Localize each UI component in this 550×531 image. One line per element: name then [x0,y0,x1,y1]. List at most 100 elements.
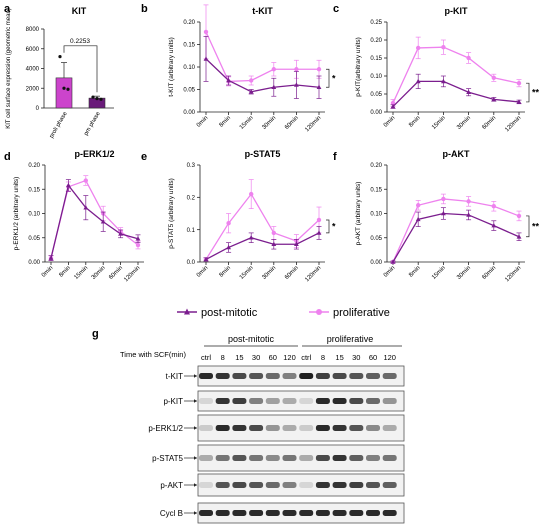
blot-band [199,455,213,461]
data-point [466,199,471,204]
data-point [83,178,89,183]
blot-row: p-ERK1/2 [148,414,405,442]
y-tick-label: 0.00 [183,110,195,116]
y-tick-label: 0.00 [370,110,382,116]
data-point [491,204,496,209]
data-point [135,236,141,241]
lane-label: 8 [221,353,225,362]
blot-band [382,373,397,379]
y-tick-label: 8000 [26,27,40,33]
x-tick-label: 120min [504,115,522,133]
chart-title: p-STAT5 [245,149,281,159]
significance-label: * [332,73,336,83]
lane-label: 60 [269,353,277,362]
data-point [316,84,322,90]
data-point [441,210,446,216]
blot-row: p-STAT5 [152,444,405,472]
series-line [205,232,320,260]
data-point [226,77,231,83]
p-value-label: 0.2253 [70,38,90,45]
data-point [416,203,421,208]
series-line [392,46,520,104]
blot-band [265,482,280,488]
data-point [415,216,421,222]
significance-bracket [326,219,330,234]
blot-band [265,510,280,516]
data-point [441,45,446,50]
blot-band [299,425,314,431]
data-point [203,56,209,61]
series-line [205,31,319,83]
x-tick-label: 60min [108,265,124,281]
data-point [416,45,421,51]
group-label-proliferative: proliferative [327,334,374,344]
blot-arrowhead [194,374,197,378]
data-point [271,230,276,236]
legend-marker-post-mitotic [184,308,190,315]
data-point [118,231,123,236]
blot-band [315,425,330,431]
blot-band [382,425,397,431]
blot-arrowhead [194,511,197,515]
data-point [248,89,254,94]
data-point [415,78,421,84]
lane-label: 30 [352,353,360,362]
x-tick-label: 15min [431,265,447,281]
panel-letter: d [4,151,11,163]
legend: post-mitotic proliferative [177,307,390,319]
data-point [390,259,396,264]
x-tick-label: 8min [408,265,421,278]
x-tick-label: 60min [284,115,300,131]
x-tick-label: 60min [481,115,497,131]
data-point [516,213,522,219]
y-tick-label: 0.20 [370,38,382,44]
panel-e: e p-STAT5 0.0 0.1 0.2 0.3 p-STAT5 (arbitrary u… [141,149,336,283]
blot-band [299,510,314,516]
data-point [491,75,496,81]
y-tick-label: 0.1 [187,228,196,234]
group-label-post-mitotic: post-mitotic [228,334,275,344]
blot-band [366,398,380,404]
blot-band [215,510,230,516]
blot-band [249,398,264,404]
y-tick-label: 0.05 [183,88,195,94]
blot-band [382,455,397,461]
blot-band [382,482,397,488]
chart-title: p-AKT [443,149,470,159]
series-line [205,58,320,93]
lane-label: 120 [283,353,296,362]
x-tick-label: 15min [431,115,447,131]
blot-band [232,398,247,404]
y-axis-label: p-KIT(arbitrary units) [355,37,362,97]
blot-band [249,425,264,431]
y-axis-label: p-AKT (arbitrary units) [355,182,362,246]
series-line [205,192,320,260]
lane-label: 15 [335,353,343,362]
y-tick-label: 0.10 [183,65,195,71]
y-axis-label: t-KIT (arbitrary units) [168,37,175,96]
blot-band [332,482,347,488]
data-point [248,235,254,240]
x-tick-label: 15min [239,115,255,131]
blot-label: p-AKT [160,481,183,490]
blot-band [366,510,380,516]
blot-band [332,510,347,516]
data-point [466,212,471,217]
y-tick-label: 0.0 [187,260,196,266]
significance-bracket [326,68,330,88]
data-point [294,67,299,72]
y-tick-label: 0.15 [28,187,40,193]
panel-c: c p-KIT 0.00 0.05 0.10 0.15 0.20 0.25 p-KIT(arbi… [333,3,540,133]
panel-letter: b [141,3,148,15]
blot-band [215,425,230,431]
blot-band [249,482,264,488]
y-tick-label: 0.2 [187,196,196,202]
x-tick-label: 30min [91,265,107,281]
blot-band [315,455,330,461]
blot-band [199,425,213,431]
x-tick-label: pm phase [83,110,102,136]
blot-arrowhead [194,399,197,403]
y-tick-label: 0.15 [370,187,382,193]
blot-band [215,398,230,404]
